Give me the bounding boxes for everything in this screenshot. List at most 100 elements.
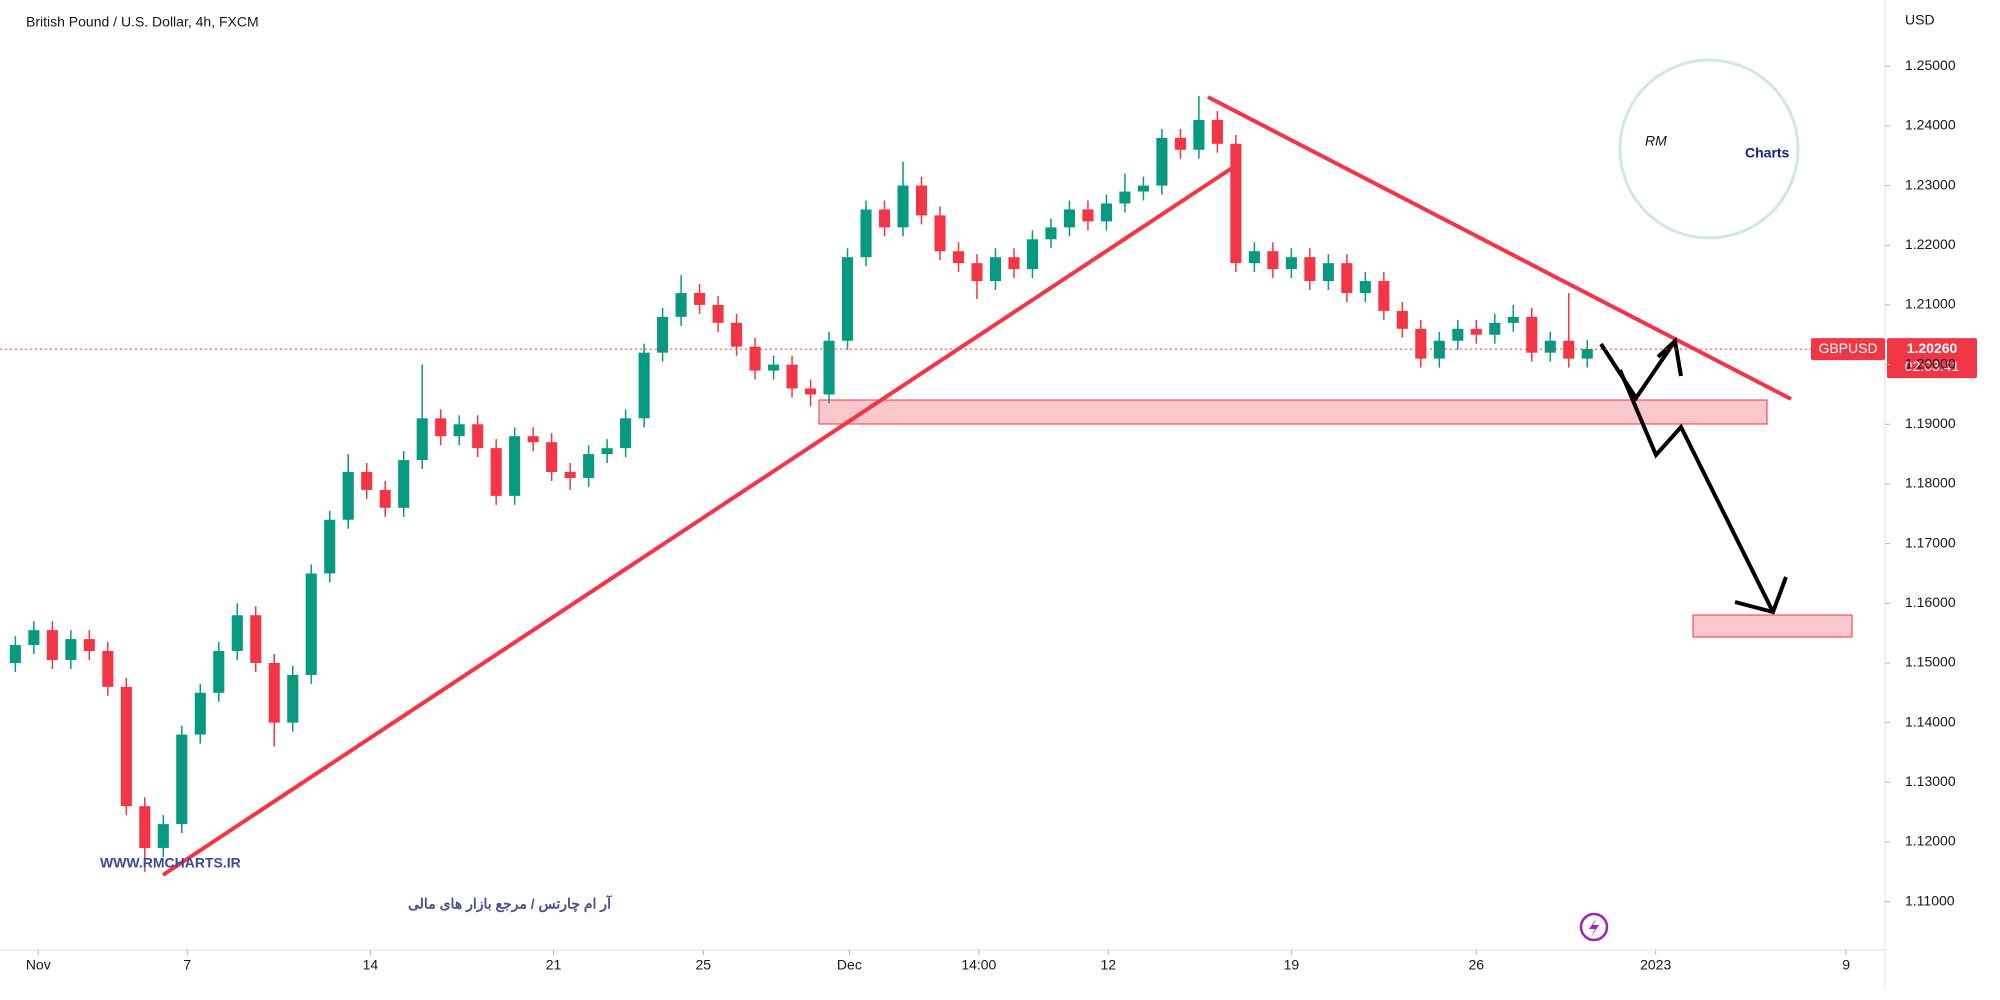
candle-body xyxy=(1026,239,1039,270)
candle-body xyxy=(102,651,114,687)
candle-body xyxy=(1322,263,1334,282)
y-tick-label: 1.24000 xyxy=(1905,117,1956,133)
candle-body xyxy=(361,472,373,490)
logo: RM Charts xyxy=(1618,58,1800,240)
candle-body xyxy=(712,304,724,323)
candle-body xyxy=(250,615,262,663)
candle-body xyxy=(564,472,576,478)
x-tick-label: 14 xyxy=(363,957,379,973)
x-tick-label: 25 xyxy=(696,957,712,973)
candle-body xyxy=(1470,328,1482,335)
x-tick-label: 2023 xyxy=(1640,957,1671,973)
y-tick-label: 1.25000 xyxy=(1905,57,1956,73)
candle-body xyxy=(287,674,299,723)
candle-body xyxy=(1489,322,1501,335)
candle-body xyxy=(231,615,243,652)
symbol-tag-box xyxy=(1811,338,1885,361)
candle-body xyxy=(1008,257,1020,270)
candle-body xyxy=(1378,281,1390,311)
candle-body xyxy=(435,418,447,437)
price-tag-value: 1.20260 xyxy=(1907,340,1958,356)
arrow-head xyxy=(1656,336,1683,377)
candle-body xyxy=(823,340,835,395)
arrow-head xyxy=(1734,576,1788,615)
candle-body xyxy=(268,662,280,723)
candle-body xyxy=(46,630,58,660)
candle-body xyxy=(620,418,632,449)
x-tick-label: 26 xyxy=(1469,957,1485,973)
candle-body xyxy=(139,806,151,848)
candle-body xyxy=(1248,251,1260,264)
candle-body xyxy=(1082,209,1094,222)
logo-mark: RM xyxy=(1645,133,1667,149)
candle-body xyxy=(509,436,521,496)
price-tag-box xyxy=(1887,338,1977,379)
candle-body xyxy=(1507,316,1519,323)
candle-body xyxy=(805,388,817,395)
y-tick-label: 1.14000 xyxy=(1905,713,1956,729)
candle-body xyxy=(675,292,687,317)
alert-icon[interactable] xyxy=(1579,912,1609,942)
candle-body xyxy=(9,645,21,663)
tagline: آر ام چارتس / مرجع بازار های مالی xyxy=(408,895,612,913)
candle-body xyxy=(416,418,428,461)
candle-body xyxy=(213,651,225,693)
y-tick-label: 1.15000 xyxy=(1905,654,1956,670)
candle-body xyxy=(65,639,77,660)
candle-body xyxy=(860,209,872,258)
candle-body xyxy=(583,454,595,478)
y-tick-label: 1.19000 xyxy=(1905,415,1956,431)
candle-body xyxy=(786,364,798,389)
drawings xyxy=(161,95,1792,877)
candle-body xyxy=(176,734,188,825)
y-tick-label: 1.23000 xyxy=(1905,176,1956,192)
candle-body xyxy=(1230,143,1242,264)
candle-body xyxy=(768,364,780,371)
candle-body xyxy=(1544,340,1556,353)
candle-body xyxy=(472,424,484,449)
watermark: WWW.RMCHARTS.IR xyxy=(100,855,241,871)
x-tick-label: Dec xyxy=(837,957,862,973)
countdown: 02:03:41 xyxy=(1905,358,1960,374)
candle-body xyxy=(749,346,761,371)
symbol-tag: GBPUSD xyxy=(1818,340,1877,356)
y-tick-label: 1.11000 xyxy=(1905,892,1955,908)
candle-body xyxy=(1137,185,1149,192)
candle-body xyxy=(1285,257,1297,270)
candle-body xyxy=(897,185,909,228)
y-tick-label: 1.12000 xyxy=(1905,833,1956,849)
support-zone xyxy=(818,399,1768,425)
candle-body xyxy=(1433,340,1445,359)
candle-body xyxy=(952,251,965,264)
candle-body xyxy=(1267,251,1279,270)
candle-body xyxy=(934,215,946,252)
candle-body xyxy=(841,257,854,341)
trendline xyxy=(161,166,1234,877)
logo-text: Charts xyxy=(1745,145,1790,161)
candle-body xyxy=(342,472,354,520)
projection-arrow xyxy=(1599,339,1677,402)
y-tick-label: 1.16000 xyxy=(1905,594,1956,610)
candle-body xyxy=(194,692,206,735)
drawings xyxy=(818,399,1853,638)
candle-body xyxy=(490,448,502,496)
candle-body xyxy=(324,519,336,574)
candle-body xyxy=(1452,328,1464,341)
candle-body xyxy=(1193,119,1205,150)
candle-body xyxy=(1304,257,1316,282)
candle-body xyxy=(601,448,613,455)
candle-body xyxy=(453,424,465,437)
candle-body xyxy=(1174,137,1186,150)
candle-body xyxy=(1119,191,1131,204)
trendline xyxy=(1207,95,1792,401)
x-tick-label: 21 xyxy=(546,957,562,973)
candle-body xyxy=(1415,328,1427,359)
y-tick-label: 1.18000 xyxy=(1905,475,1956,491)
y-tick-label: 1.22000 xyxy=(1905,236,1956,252)
candle-body xyxy=(1100,203,1112,222)
candle-body xyxy=(1063,209,1076,228)
candle-body xyxy=(694,292,706,305)
y-tick-label: 1.17000 xyxy=(1905,534,1956,550)
candle-body xyxy=(1341,263,1353,293)
x-tick-label: 19 xyxy=(1284,957,1300,973)
